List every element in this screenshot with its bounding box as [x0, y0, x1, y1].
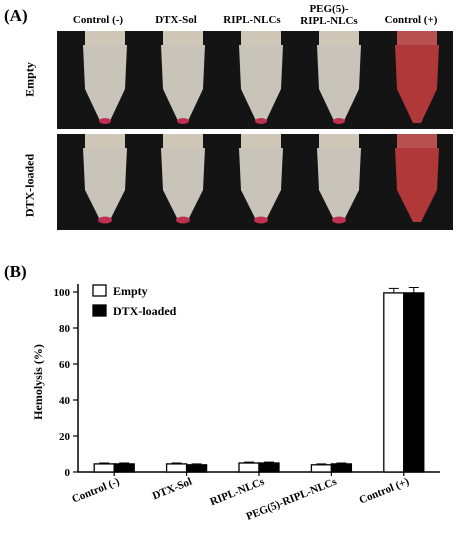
- column-header-dtx-sol: DTX-Sol: [155, 14, 197, 26]
- y-tick-label: 100: [54, 287, 71, 299]
- chart-legend: Empty DTX-loaded: [92, 284, 177, 318]
- tube-ripl-nlcs: [239, 134, 283, 224]
- bar-empty: [93, 463, 115, 473]
- tube-dtx-sol: [161, 31, 205, 124]
- bar-dtx-loaded: [258, 462, 280, 473]
- y-tick-label: 40: [59, 395, 71, 407]
- bar-dtx-loaded: [330, 463, 353, 473]
- chart-bars: [93, 287, 425, 473]
- tube-control-neg: [83, 31, 127, 124]
- x-tick-label: DTX-Sol: [151, 476, 194, 503]
- bar-dtx-loaded: [185, 464, 208, 473]
- x-tick-label: Control (+): [357, 476, 411, 507]
- tube-photo-empty-row: [57, 31, 453, 129]
- y-axis-label: Hemolysis (%): [31, 344, 45, 420]
- tube-row-svg: [83, 134, 439, 224]
- tube-dtx-sol: [161, 134, 205, 224]
- column-header-control-pos: Control (+): [384, 14, 438, 26]
- column-header-ripl-nlcs: RIPL-NLCs: [223, 14, 281, 26]
- tube-control-neg: [83, 134, 127, 224]
- column-header-control-neg: Control (-): [72, 14, 124, 26]
- y-tick-label: 20: [59, 431, 71, 443]
- panel-a-label: (A): [4, 6, 28, 25]
- bar-dtx-loaded: [113, 463, 135, 473]
- tube-peg-ripl-nlcs: [317, 31, 361, 124]
- bar-dtx-loaded: [403, 292, 425, 473]
- x-tick-label: Control (-): [70, 476, 121, 506]
- tube-control-pos: [395, 134, 439, 222]
- x-tick-label: RIPL-NLCs: [208, 475, 266, 508]
- legend-label: DTX-loaded: [113, 304, 177, 318]
- legend-label: Empty: [113, 284, 148, 298]
- bar-empty: [165, 463, 188, 473]
- panel-b-label: (B): [4, 262, 27, 281]
- tube-peg-ripl-nlcs: [317, 134, 361, 224]
- y-tick-label: 60: [59, 359, 71, 371]
- y-tick-label: 0: [65, 467, 71, 479]
- legend-swatch: [92, 284, 107, 297]
- tube-ripl-nlcs: [239, 31, 283, 124]
- chart-axes: 0 20 40 60 80 100 Hemolysis (%) Control (-) DTX-…: [31, 284, 440, 523]
- y-tick-label: 80: [59, 323, 71, 335]
- bar-empty: [238, 462, 260, 473]
- legend-swatch: [92, 304, 107, 317]
- tube-control-pos: [395, 31, 439, 123]
- tube-row-svg: [83, 31, 439, 124]
- tube-photo-dtx-row: [57, 134, 453, 230]
- bar-empty: [310, 464, 333, 473]
- column-header-peg-ripl-nlcs: PEG(5)- RIPL-NLCs: [300, 3, 358, 27]
- bar-empty: [383, 292, 405, 473]
